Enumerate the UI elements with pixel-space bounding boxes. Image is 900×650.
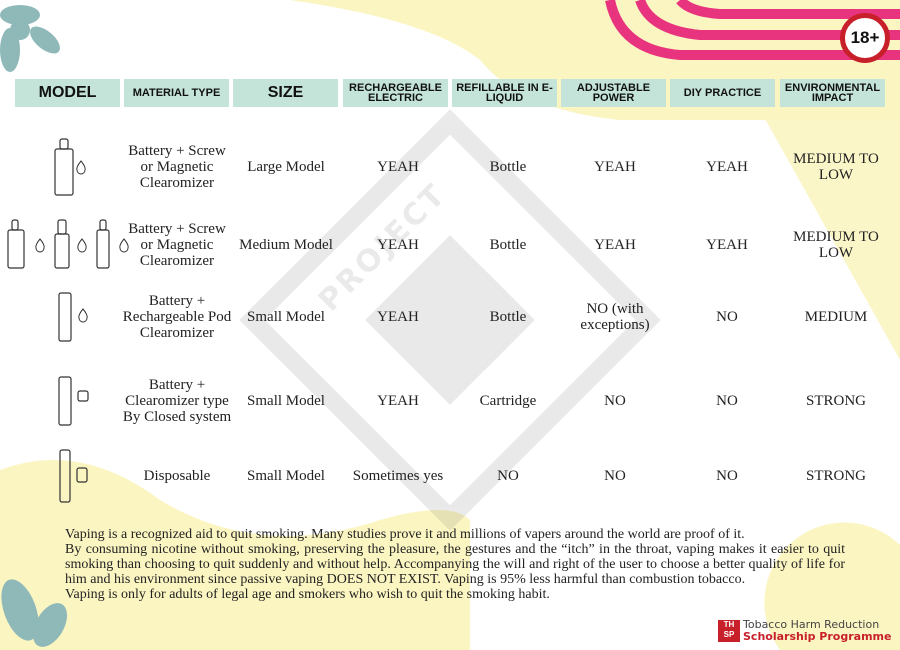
cell-rechargeable: YEAH (377, 309, 419, 325)
logo-line2: Scholarship Programme (743, 630, 892, 643)
cell-adjustable: NO (with exceptions) (580, 301, 650, 333)
cell-impact: MEDIUM TO LOW (793, 151, 879, 183)
cell-size: Large Model (247, 159, 325, 175)
logo-line1: Tobacco Harm Reduction (743, 618, 880, 631)
paragraph: Vaping is only for adults of legal age a… (65, 587, 550, 602)
cell-refillable: Bottle (489, 309, 527, 325)
cell-size: Small Model (247, 393, 325, 409)
cell-adjustable: NO (604, 393, 626, 409)
header-refillable-e-liquid: REFILLABLE IN E-LIQUID (452, 79, 557, 107)
cell-diy: NO (716, 393, 738, 409)
paragraph: By consuming nicotine without smoking, p… (65, 542, 845, 587)
disposable-vape-icon (35, 446, 95, 511)
cell-refillable: NO (497, 468, 519, 484)
thrsp-logo-mark: TH SP (718, 620, 740, 642)
info-text: Vaping is a recognized aid to quit smoki… (65, 527, 845, 602)
header-rechargeable-electric: RECHARGEABLE ELECTRIC (343, 79, 448, 107)
cell-adjustable: YEAH (594, 159, 636, 175)
header-size: SIZE (233, 79, 338, 107)
cell-adjustable: NO (604, 468, 626, 484)
cell-material: Battery + Screw or Magnetic Clearomizer (128, 143, 226, 191)
cell-size: Small Model (247, 468, 325, 484)
medium-mods-with-drops-icon (0, 215, 130, 280)
age-18-badge: 18+ (840, 13, 890, 63)
cell-diy: YEAH (706, 237, 748, 253)
cell-diy: YEAH (706, 159, 748, 175)
cell-rechargeable: YEAH (377, 393, 419, 409)
cell-rechargeable: Sometimes yes (352, 468, 444, 484)
cell-size: Small Model (247, 309, 325, 325)
cell-impact: MEDIUM TO LOW (793, 229, 879, 261)
cell-rechargeable: YEAH (377, 237, 419, 253)
paragraph: Vaping is a recognized aid to quit smoki… (65, 527, 745, 542)
box-mod-with-drop-icon (35, 137, 95, 202)
cell-impact: MEDIUM (804, 309, 868, 325)
cell-rechargeable: YEAH (377, 159, 419, 175)
cell-refillable: Cartridge (479, 393, 537, 409)
cell-material: Battery + Rechargeable Pod Clearomizer (122, 293, 232, 341)
cell-material: Disposable (143, 468, 211, 484)
cell-diy: NO (716, 468, 738, 484)
header-model: MODEL (15, 79, 120, 107)
cell-diy: NO (716, 309, 738, 325)
cell-impact: STRONG (805, 393, 866, 409)
cell-refillable: Bottle (489, 159, 527, 175)
cell-impact: STRONG (805, 468, 866, 484)
cell-refillable: Bottle (489, 237, 527, 253)
cell-adjustable: YEAH (594, 237, 636, 253)
closed-pod-with-cartridge-icon (35, 371, 95, 436)
cell-material: Battery + Clearomizer type By Closed sys… (122, 377, 232, 425)
pod-with-drop-icon (35, 287, 95, 352)
cell-material: Battery + Screw or Magnetic Clearomizer (128, 221, 226, 269)
header-adjustable-power: ADJUSTABLE POWER (561, 79, 666, 107)
header-material-type: MATERIAL TYPE (124, 79, 229, 107)
cell-size: Medium Model (239, 237, 333, 253)
thrsp-logo: TH SP Tobacco Harm Reduction Scholarship … (718, 619, 891, 643)
header-diy-practice: DIY PRACTICE (670, 79, 775, 107)
header-environmental-impact: ENVIRONMENTAL IMPACT (780, 79, 885, 107)
